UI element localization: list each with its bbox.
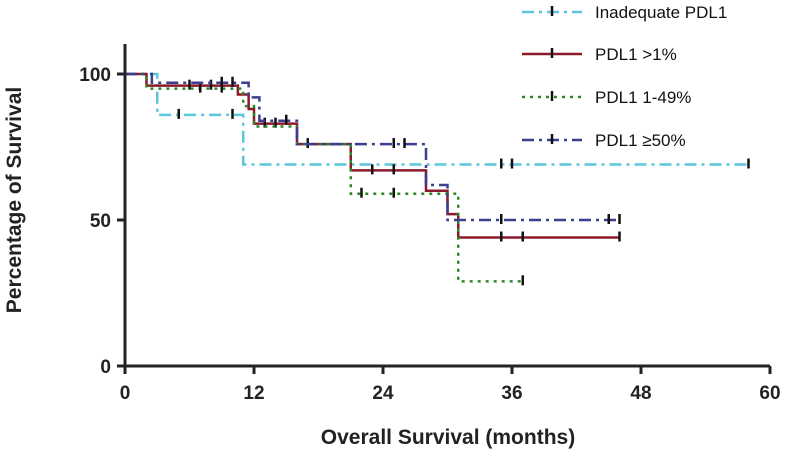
plot-area	[125, 72, 750, 286]
series-line-2	[125, 72, 523, 283]
legend-label-0: Inadequate PDL1	[595, 3, 727, 22]
y-tick-label: 0	[100, 357, 111, 378]
series-line-3	[125, 72, 620, 222]
axes: 0 12 24 36 48 60 0 50 100	[79, 44, 781, 404]
x-tick-label: 0	[120, 383, 131, 404]
legend: Inadequate PDL1 PDL1 >1% PDL1 1-49% PDL1 ≥5…	[522, 3, 727, 150]
legend-label-3: PDL1 ≥50%	[595, 131, 686, 150]
y-axis-title: Percentage of Survival	[3, 87, 26, 313]
y-tick-label: 100	[79, 65, 111, 86]
legend-label-1: PDL1 >1%	[595, 45, 677, 64]
x-tick-label: 36	[501, 383, 522, 404]
x-axis-title: Overall Survival (months)	[321, 426, 575, 449]
x-tick-label: 60	[759, 383, 780, 404]
x-tick-label: 12	[243, 383, 264, 404]
x-tick-label: 48	[630, 383, 651, 404]
legend-label-2: PDL1 1-49%	[595, 88, 691, 107]
x-tick-label: 24	[372, 383, 394, 404]
y-tick-label: 50	[90, 211, 111, 232]
series-line-1	[125, 72, 620, 239]
